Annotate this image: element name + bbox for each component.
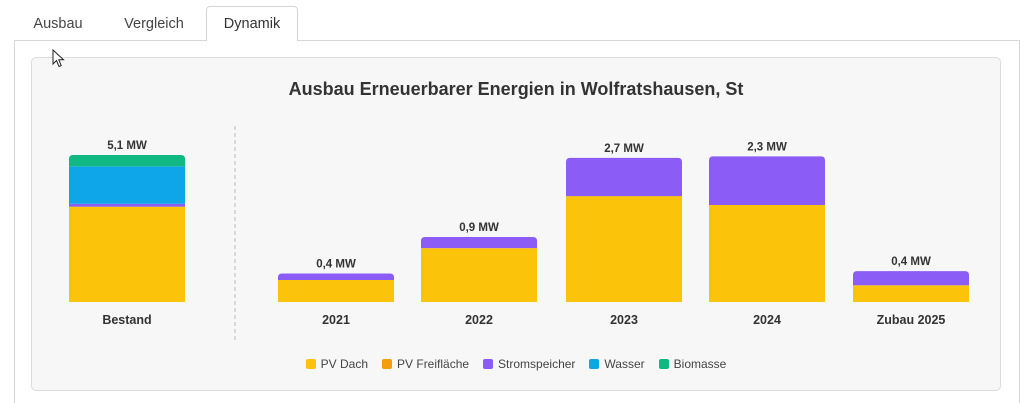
bar-segment-pv-dach	[566, 196, 682, 302]
mouse-cursor-icon	[52, 49, 65, 68]
tab-dynamik[interactable]: Dynamik	[206, 6, 298, 41]
bar-segment-pv-dach	[853, 285, 969, 302]
x-tick-label: Zubau 2025	[877, 313, 946, 327]
legend-swatch	[305, 359, 316, 369]
bar-segment-stromspeicher	[69, 203, 185, 207]
bar-total-label: 2,3 MW	[747, 141, 787, 153]
legend-label: PV Dach	[320, 357, 369, 371]
bar-segment-stromspeicher	[421, 237, 537, 249]
chart-legend: PV Dach PV Freifläche Stromspeicher Wass…	[0, 357, 1024, 371]
chart-card	[31, 57, 1001, 391]
x-tick-label: 2021	[322, 313, 350, 327]
legend-swatch	[589, 359, 600, 369]
bar-segment-pv-dach	[421, 248, 537, 302]
bar-segment-stromspeicher	[709, 156, 825, 205]
tab-ausbau[interactable]: Ausbau	[33, 16, 83, 32]
chart-title: Ausbau Erneuerbarer Energien in Wolfrats…	[288, 79, 744, 99]
legend-label: Biomasse	[673, 357, 727, 371]
legend-item-pv-freiflaeche[interactable]: PV Freifläche	[382, 357, 469, 371]
x-tick-label: 2023	[610, 313, 638, 327]
bar-segment-stromspeicher	[853, 271, 969, 286]
legend-item-pv-dach[interactable]: PV Dach	[305, 357, 369, 371]
bar-segment-pv-dach	[69, 206, 185, 302]
bar-total-label: 0,4 MW	[316, 258, 356, 270]
bar-segment-biomasse	[69, 154, 185, 167]
legend-swatch	[382, 359, 393, 369]
x-tick-label: 2022	[465, 313, 493, 327]
legend-label: Wasser	[604, 357, 645, 371]
legend-item-wasser[interactable]: Wasser	[589, 357, 645, 371]
legend-label: PV Freifläche	[397, 357, 470, 371]
legend-swatch	[483, 359, 494, 369]
bar-segment-stromspeicher	[566, 157, 682, 197]
legend-label: Stromspeicher	[498, 357, 576, 371]
bar-segment-wasser	[69, 166, 185, 204]
bar-total-label: 0,9 MW	[459, 222, 499, 234]
legend-swatch	[658, 359, 669, 369]
tab-bar: Ausbau Vergleich Dynamik	[14, 6, 298, 41]
legend-item-stromspeicher[interactable]: Stromspeicher	[483, 357, 575, 371]
bar-total-label: 5,1 MW	[107, 140, 147, 152]
bar-segment-pv-dach	[709, 204, 825, 302]
tab-vergleich[interactable]: Vergleich	[124, 16, 184, 32]
x-tick-label: 2024	[753, 313, 781, 327]
x-tick-label: Bestand	[102, 313, 151, 327]
legend-item-biomasse[interactable]: Biomasse	[658, 357, 727, 371]
bar-segment-pv-dach	[278, 279, 394, 302]
bar-total-label: 0,4 MW	[891, 256, 931, 268]
bar-segment-stromspeicher	[278, 273, 394, 280]
bar-total-label: 2,7 MW	[604, 143, 644, 155]
